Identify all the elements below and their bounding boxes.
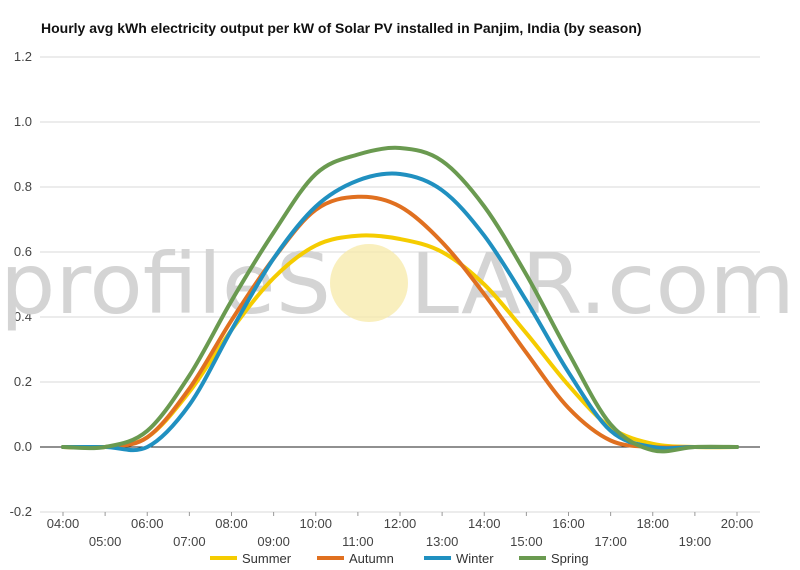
x-tick-label: 16:00 (552, 516, 585, 531)
x-tick-label: 19:00 (679, 534, 712, 549)
grid-lines (40, 56, 760, 513)
legend-label-summer: Summer (242, 551, 292, 566)
series-lines (61, 145, 739, 454)
y-tick-label: 0.8 (14, 179, 32, 194)
chart-title: Hourly avg kWh electricity output per kW… (41, 20, 642, 36)
legend-label-spring: Spring (551, 551, 589, 566)
x-tick-label: 09:00 (257, 534, 290, 549)
legend-label-winter: Winter (456, 551, 494, 566)
x-tick-label: 10:00 (299, 516, 332, 531)
sun-logo-icon (330, 244, 408, 322)
y-tick-label: 0.6 (14, 244, 32, 259)
series-line-autumn (61, 194, 739, 450)
y-axis-ticks: 1.2 1.0 0.8 0.6 0.4 0.2 0.0 -0.2 (10, 49, 32, 519)
watermark-text-left: profileS (0, 235, 331, 333)
x-tick-label: 05:00 (89, 534, 122, 549)
profilesolar-watermark: profileS LAR.com (0, 235, 795, 333)
x-tick-label: 07:00 (173, 534, 206, 549)
x-tick-label: 11:00 (342, 534, 374, 549)
legend: Summer Autumn Winter Spring (210, 551, 589, 566)
series-line-spring (61, 145, 739, 454)
x-tick-label: 12:00 (384, 516, 417, 531)
y-tick-label: -0.2 (10, 504, 32, 519)
watermark-text-right: LAR.com (410, 235, 795, 333)
x-tick-label: 13:00 (426, 534, 459, 549)
y-tick-label: 1.2 (14, 49, 32, 64)
x-tick-label: 15:00 (510, 534, 543, 549)
legend-label-autumn: Autumn (349, 551, 394, 566)
y-tick-label: 0.0 (14, 439, 32, 454)
series-line-winter (61, 171, 739, 453)
x-tick-label: 20:00 (721, 516, 754, 531)
x-tick-label: 17:00 (594, 534, 627, 549)
y-tick-label: 0.2 (14, 374, 32, 389)
y-tick-label: 1.0 (14, 114, 32, 129)
x-tick-label: 18:00 (636, 516, 669, 531)
x-tick-label: 06:00 (131, 516, 164, 531)
x-axis-ticks: 04:00 05:00 06:00 07:00 08:00 09:00 10:00 11:00… (47, 512, 754, 549)
x-tick-label: 14:00 (468, 516, 501, 531)
y-tick-label: 0.4 (14, 309, 32, 324)
x-tick-label: 04:00 (47, 516, 80, 531)
x-tick-label: 08:00 (215, 516, 248, 531)
